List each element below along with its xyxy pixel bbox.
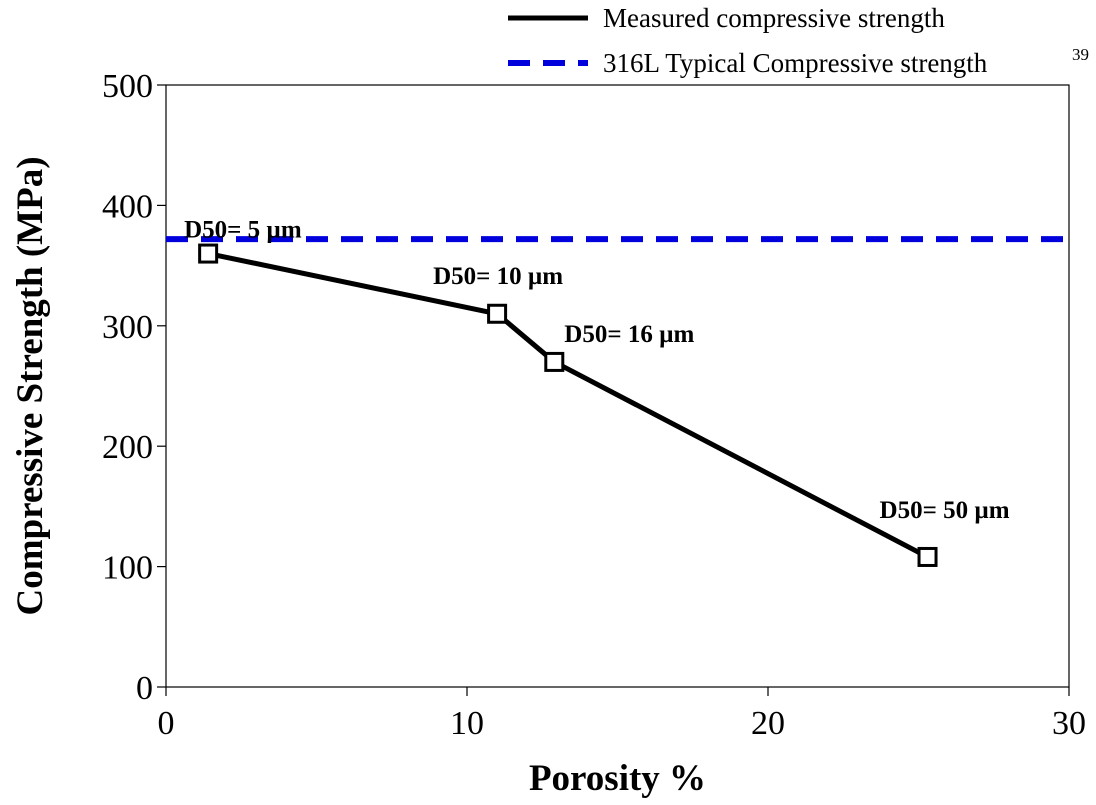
- data-point-label: D50= 16 µm: [564, 321, 694, 348]
- y-tick-label: 200: [102, 429, 153, 466]
- axes: 0 100 200 300 400 500 0 10 20 30: [102, 68, 1086, 742]
- y-axis-ticks: 0 100 200 300 400 500: [102, 68, 166, 707]
- data-point-label: D50= 5 µm: [184, 217, 302, 244]
- data-point-marker: [544, 351, 565, 372]
- x-axis-title: Porosity %: [529, 758, 706, 799]
- y-axis-title: Compressive Strength (MPa): [10, 156, 51, 615]
- y-tick-label: 0: [136, 670, 153, 707]
- data-point-label: D50= 10 µm: [433, 263, 563, 290]
- y-tick-label: 400: [102, 188, 153, 225]
- series-measured-line: [207, 251, 929, 560]
- data-point-label: D50= 50 µm: [880, 497, 1010, 524]
- legend-label-typical-text: 316L Typical Compressive strength: [603, 48, 988, 78]
- x-tick-label: 10: [450, 705, 484, 742]
- x-axis-ticks: 0 10 20 30: [158, 687, 1086, 742]
- x-tick-label: 30: [1052, 705, 1086, 742]
- x-tick-label: 20: [751, 705, 785, 742]
- data-point-marker: [487, 303, 508, 324]
- plot-area-frame: [165, 84, 1070, 688]
- y-tick-label: 500: [102, 68, 153, 105]
- legend: Measured compressive strength 316L Typic…: [508, 3, 1089, 78]
- legend-label-typical: 316L Typical Compressive strength: [603, 48, 988, 78]
- y-tick-label: 300: [102, 309, 153, 346]
- y-tick-label: 100: [102, 550, 153, 587]
- data-point-marker: [917, 546, 938, 567]
- x-tick-label: 0: [158, 705, 175, 742]
- legend-label-measured: Measured compressive strength: [603, 3, 945, 33]
- legend-label-typical-superscript: 39: [1072, 45, 1089, 64]
- data-point-marker: [198, 243, 219, 264]
- series-layer: D50= 5 µm D50= 10 µm D50= 16 µm D50= 50 µm: [166, 217, 1069, 567]
